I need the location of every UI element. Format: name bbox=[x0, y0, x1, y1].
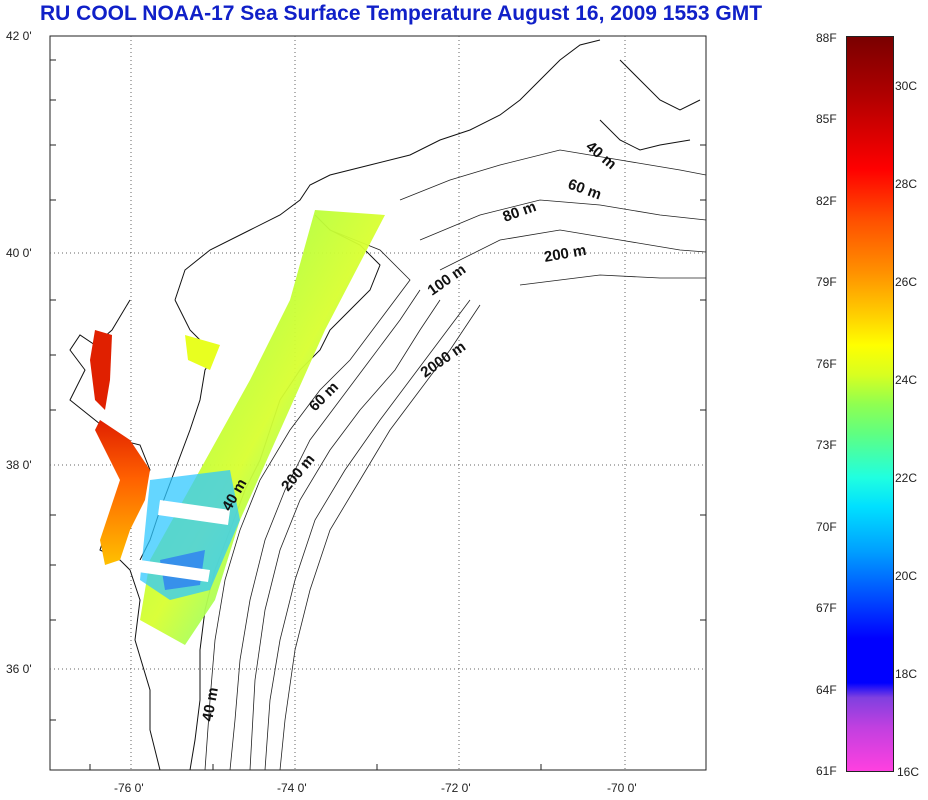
map-frame bbox=[49, 35, 707, 771]
colorbar-f-label: 61F bbox=[816, 764, 837, 778]
lon-label: -70 0' bbox=[607, 781, 637, 795]
colorbar-f-label: 82F bbox=[816, 194, 837, 208]
colorbar-f-label: 67F bbox=[816, 601, 837, 615]
lon-label: -76 0' bbox=[114, 781, 144, 795]
contour-label: 40 m bbox=[199, 686, 222, 723]
sst-swath bbox=[138, 210, 385, 645]
colorbar-f-label: 70F bbox=[816, 520, 837, 534]
colorbar-c-label: 24C bbox=[895, 373, 918, 387]
colorbar-f-label: 79F bbox=[816, 275, 837, 289]
lat-label: 36 0' bbox=[6, 662, 32, 676]
tick-marks bbox=[50, 59, 706, 770]
colorbar-f-label: 73F bbox=[816, 438, 837, 452]
colorbar-f-label: 64F bbox=[816, 683, 837, 697]
chart-title: RU COOL NOAA-17 Sea Surface Temperature … bbox=[40, 2, 763, 25]
colorbar-f-label: 76F bbox=[816, 357, 837, 371]
colorbar-f-label: 85F bbox=[816, 112, 837, 126]
temperature-colorbar bbox=[846, 36, 894, 772]
lon-label: -74 0' bbox=[277, 781, 307, 795]
colorbar-c-label: 28C bbox=[895, 177, 918, 191]
lat-label: 42 0' bbox=[6, 29, 32, 43]
colorbar-c-label: 16C bbox=[897, 765, 920, 779]
lat-label: 38 0' bbox=[6, 458, 32, 472]
bathymetry-contours bbox=[204, 149, 707, 771]
lon-label: -72 0' bbox=[441, 781, 471, 795]
colorbar-c-label: 18C bbox=[895, 667, 918, 681]
colorbar-c-label: 26C bbox=[895, 275, 918, 289]
colorbar-c-label: 30C bbox=[895, 79, 918, 93]
colorbar-c-label: 20C bbox=[895, 569, 918, 583]
colorbar-c-label: 22C bbox=[895, 471, 918, 485]
bay-temperatures bbox=[90, 330, 150, 565]
lat-label: 40 0' bbox=[6, 246, 32, 260]
colorbar-f-label: 88F bbox=[816, 31, 837, 45]
graticule bbox=[50, 36, 706, 770]
